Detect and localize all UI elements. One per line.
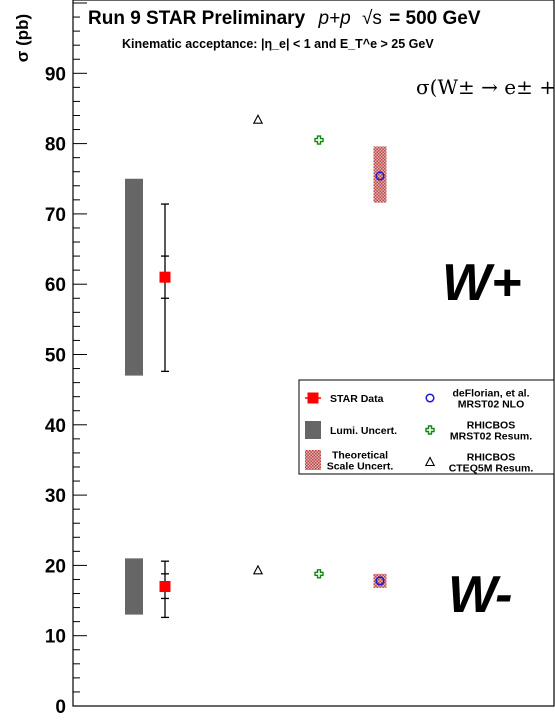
y-tick-label: 70 bbox=[45, 205, 66, 226]
lumi-band-w-minus bbox=[125, 558, 143, 615]
chart-marks bbox=[125, 114, 387, 619]
legend-label: CTEQ5M Resum. bbox=[449, 463, 534, 475]
y-tick-label: 0 bbox=[55, 697, 66, 718]
chart-subtitle: Kinematic acceptance: |η_e| < 1 and E_T^… bbox=[122, 37, 434, 51]
y-axis: 0 10 20 30 40 50 60 70 80 90 bbox=[45, 2, 87, 718]
defl-point-w-minus bbox=[375, 576, 385, 586]
y-tick-label: 60 bbox=[45, 275, 66, 296]
scale-band-w-minus bbox=[373, 573, 387, 588]
rhicbos-mrst02-marker-shape bbox=[314, 135, 324, 145]
lumi-band-w-plus bbox=[125, 178, 143, 376]
legend-lumi-swatch bbox=[305, 421, 321, 439]
chart-title: Run 9 STAR Preliminary p+p √s = 500 GeV bbox=[88, 8, 481, 29]
rhicbos-mrst02-point-w-plus bbox=[314, 135, 324, 145]
y-tick-label: 50 bbox=[45, 346, 66, 367]
chart-title-text: Run 9 STAR Preliminary bbox=[88, 8, 306, 29]
defl-point-w-plus bbox=[375, 171, 385, 181]
y-tick-label: 80 bbox=[45, 135, 66, 156]
legend-label: Theoretical bbox=[332, 450, 388, 462]
legend-label: deFlorian, et al. bbox=[452, 388, 529, 400]
legend-box bbox=[298, 379, 555, 475]
y-axis-label: σ (pb) bbox=[13, 14, 32, 62]
y-tick-label: 40 bbox=[45, 416, 66, 437]
legend-label: Scale Uncert. bbox=[327, 461, 394, 473]
legend-item-lumi: Lumi. Uncert. bbox=[305, 421, 397, 439]
legend-label: MRST02 Resum. bbox=[450, 431, 532, 443]
group-label-w-minus: W- bbox=[448, 566, 512, 624]
group-label-w-plus: W+ bbox=[442, 254, 521, 312]
energy-value: = 500 GeV bbox=[389, 8, 481, 29]
legend-label: RHICBOS bbox=[467, 452, 515, 464]
legend-rhic-cteq-marker bbox=[424, 456, 436, 467]
y-tick-label: 20 bbox=[45, 556, 66, 577]
legend-item-defl: deFlorian, et al.MRST02 NLO bbox=[425, 388, 530, 411]
legend-label: Lumi. Uncert. bbox=[330, 425, 397, 437]
rhicbos-cteq5m-point-w-minus bbox=[252, 564, 264, 575]
process-label: σ(W± → e± + ν_e) bbox=[416, 75, 555, 99]
energy-symbol: √s bbox=[362, 8, 382, 29]
star-data-point-w-plus bbox=[159, 271, 171, 283]
scale-band-w-plus bbox=[373, 146, 387, 203]
legend-defl-marker bbox=[425, 393, 435, 403]
rhicbos-mrst02-point-w-minus bbox=[314, 569, 324, 579]
rhicbos-cteq5m-point-w-plus bbox=[252, 114, 264, 124]
star-data-point-w-minus bbox=[159, 580, 171, 592]
legend-label: STAR Data bbox=[330, 393, 384, 405]
legend-scale-swatch bbox=[305, 450, 321, 470]
legend-label: RHICBOS bbox=[467, 420, 515, 432]
legend-label: MRST02 NLO bbox=[458, 399, 525, 411]
legend-star-marker bbox=[307, 392, 319, 404]
collision-label: p+p bbox=[317, 8, 350, 29]
rhicbos-mrst02-marker-shape bbox=[425, 425, 435, 435]
rhicbos-mrst02-marker-shape bbox=[314, 569, 324, 579]
legend-rhic-mrst-marker bbox=[425, 425, 435, 435]
plot-frame bbox=[72, 0, 555, 707]
y-tick-label: 10 bbox=[45, 627, 66, 648]
legend-item-star: STAR Data bbox=[305, 392, 384, 405]
y-tick-label: 30 bbox=[45, 486, 66, 507]
y-tick-label: 90 bbox=[45, 64, 66, 85]
